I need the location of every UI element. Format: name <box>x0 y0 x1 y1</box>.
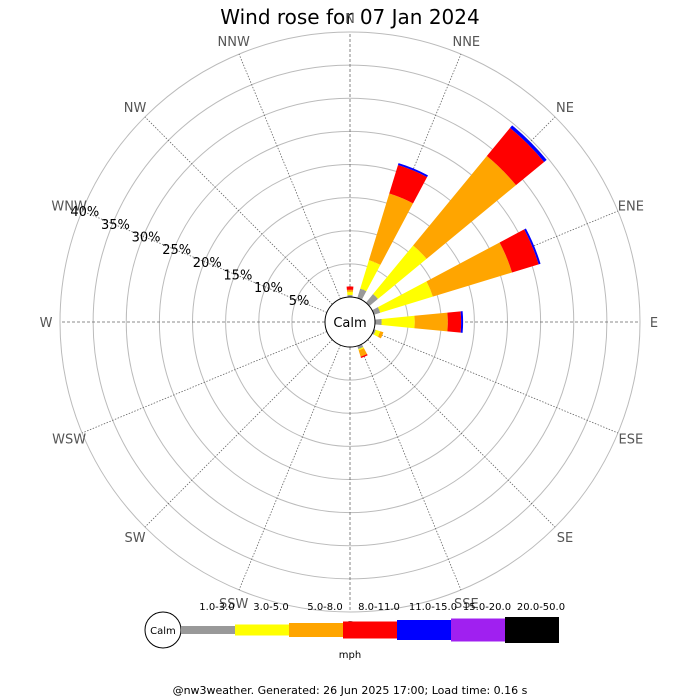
radial-labels: 5% 10%15%20%25%30%35%40% <box>70 205 309 309</box>
direction-label-ene: ENE <box>618 200 644 215</box>
legend-label-2: 5.0-8.0 <box>307 602 342 613</box>
grid-spoke <box>144 116 333 305</box>
direction-labels: NNNENEENEEESESESSESSSWSWWSWWWNWNWNNW <box>40 12 659 635</box>
bar-ne-bin0 <box>365 294 378 307</box>
legend-label-0: 1.0-3.0 <box>199 602 234 613</box>
bar-nne-bin0 <box>357 288 367 300</box>
bar-ese-bin0 <box>372 329 376 335</box>
radial-tick-label: 10% <box>254 281 283 296</box>
bar-n-bin2 <box>346 289 354 292</box>
legend-label-4: 11.0-15.0 <box>409 602 457 613</box>
grid-spoke <box>81 331 328 434</box>
bar-e-bin0 <box>374 318 382 326</box>
bar-sse-bin3 <box>360 354 368 358</box>
bar-ne-bin3 <box>486 127 545 186</box>
radial-tick-label: 20% <box>193 256 222 271</box>
bar-sse-bin2 <box>358 348 368 357</box>
direction-label-nne: NNE <box>452 35 480 50</box>
bar-e-bin3 <box>447 311 462 333</box>
bar-sse-bin1 <box>358 346 364 351</box>
direction-label-sw: SW <box>124 531 145 546</box>
legend-label-5: 15.0-20.0 <box>463 602 511 613</box>
legend-label-6: 20.0-50.0 <box>517 602 565 613</box>
direction-label-ne: NE <box>556 101 574 116</box>
direction-label-sse: SSE <box>454 597 479 612</box>
direction-label-nnw: NNW <box>218 35 250 50</box>
grid-ring <box>59 31 641 613</box>
radial-tick-label: 15% <box>223 269 252 284</box>
bar-ene-bin2 <box>426 242 513 297</box>
radial-tick-label: 30% <box>132 231 161 246</box>
legend: Calm 1.0-3.0 3.0-5.0 5.0-8.0 8.0-11.0 11.0-15… <box>144 602 565 661</box>
bar-ene-bin4 <box>524 228 541 265</box>
calm-label: Calm <box>333 316 366 331</box>
legend-swatch-1 <box>235 624 289 636</box>
bar-nne-bin1 <box>360 260 381 292</box>
radial-grid <box>59 31 641 613</box>
grid-ring <box>225 197 475 447</box>
bar-ne-bin2 <box>413 155 517 259</box>
bar-nne-bin4 <box>397 163 428 178</box>
radial-tick-label: 35% <box>101 218 130 233</box>
bar-ene-bin0 <box>372 307 381 315</box>
bar-ene-bin1 <box>377 281 433 313</box>
grid-spoke <box>144 339 333 528</box>
radial-tick-label: 40% <box>70 205 99 220</box>
bar-ne-bin1 <box>373 245 427 299</box>
direction-label-nw: NW <box>124 101 147 116</box>
legend-swatch-0 <box>181 626 235 634</box>
bar-e-bin1 <box>381 315 415 329</box>
footer-text: @nw3weather. Generated: 26 Jun 2025 17:0… <box>173 684 528 697</box>
direction-label-se: SE <box>557 531 573 546</box>
legend-label-3: 8.0-11.0 <box>358 602 400 613</box>
calm-circle: Calm <box>324 296 376 348</box>
legend-swatch-6 <box>505 617 559 643</box>
grid-spoke <box>238 53 341 300</box>
grid-spoke <box>238 344 341 591</box>
grid-ring <box>125 97 575 547</box>
grid-spoke <box>81 210 328 313</box>
grid-spoke <box>372 331 619 434</box>
legend-calm-label: Calm <box>150 626 176 637</box>
legend-swatch-2 <box>289 623 343 637</box>
bar-ese-bin2 <box>377 331 384 339</box>
bar-ne-bin4 <box>510 125 547 162</box>
bar-ese-bin1 <box>373 329 381 337</box>
bar-ene-bin3 <box>499 229 539 273</box>
radial-tick-label: 25% <box>162 243 191 258</box>
bar-n-bin1 <box>347 291 353 296</box>
grid-spoke <box>367 339 556 528</box>
direction-label-e: E <box>650 316 658 331</box>
direction-label-wsw: WSW <box>52 432 86 447</box>
direction-label-n: N <box>345 12 355 27</box>
bar-nne-bin3 <box>389 165 428 204</box>
legend-swatch-3 <box>343 621 397 639</box>
bar-n-bin3 <box>346 286 354 290</box>
direction-label-ssw: SSW <box>219 597 249 612</box>
calm-center <box>324 296 376 348</box>
bar-e-bin4 <box>460 311 464 333</box>
legend-swatch-5 <box>451 618 505 642</box>
grid-spoke <box>359 344 462 591</box>
chart-title: Wind rose for 07 Jan 2024 <box>220 5 479 29</box>
wind-bars <box>346 125 547 358</box>
radial-tick-label: 5% <box>289 294 310 309</box>
legend-unit: mph <box>339 650 361 661</box>
direction-label-wnw: WNW <box>51 200 87 215</box>
bar-sse-bin0 <box>357 344 364 350</box>
direction-label-w: W <box>40 316 53 331</box>
bar-nne-bin2 <box>368 193 414 265</box>
bar-e-bin2 <box>414 312 448 332</box>
legend-swatch-4 <box>397 620 451 640</box>
legend-label-1: 3.0-5.0 <box>253 602 288 613</box>
direction-label-ese: ESE <box>619 432 644 447</box>
